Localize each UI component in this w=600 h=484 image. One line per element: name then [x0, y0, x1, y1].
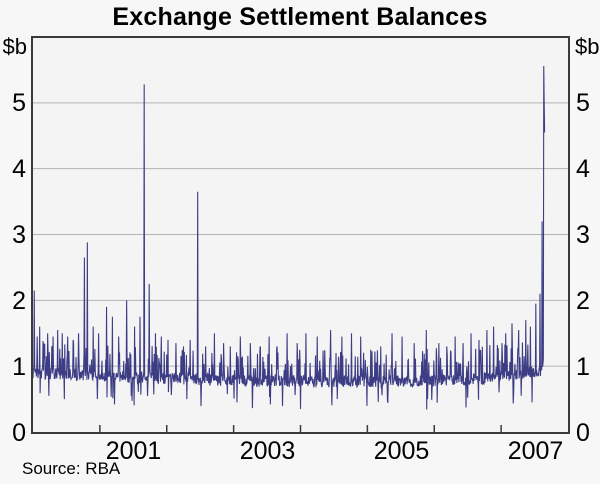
series-line [33, 65, 546, 410]
y-tick-label-right: 2 [576, 287, 590, 315]
y-tick-label-left: 1 [12, 353, 26, 381]
plot-area [31, 36, 570, 434]
x-tick-label: 2005 [373, 437, 430, 465]
x-tick-label: 2003 [239, 437, 296, 465]
y-tick-label-right: 4 [576, 155, 590, 183]
source-note: Source: RBA [22, 459, 121, 478]
x-axis-ticks [99, 425, 502, 432]
y-tick-label-right: 3 [576, 221, 590, 249]
y-tick-label-left: 3 [12, 221, 26, 249]
y-tick-label-left: 4 [12, 155, 26, 183]
y-axis-unit-right: $b [575, 34, 600, 59]
y-tick-label-right: 5 [576, 89, 590, 117]
x-tick-label: 2007 [507, 437, 564, 465]
chart-canvas [33, 65, 568, 432]
y-tick-label-left: 5 [12, 89, 26, 117]
y-tick-label-right: 1 [576, 353, 590, 381]
y-tick-label-right: 0 [576, 419, 590, 447]
chart-title: Exchange Settlement Balances [112, 3, 488, 31]
x-tick-label: 2001 [105, 437, 162, 465]
gridlines [33, 102, 568, 367]
y-axis-unit-left: $b [2, 34, 27, 59]
y-tick-label-left: 0 [12, 419, 26, 447]
y-tick-label-left: 2 [12, 287, 26, 315]
